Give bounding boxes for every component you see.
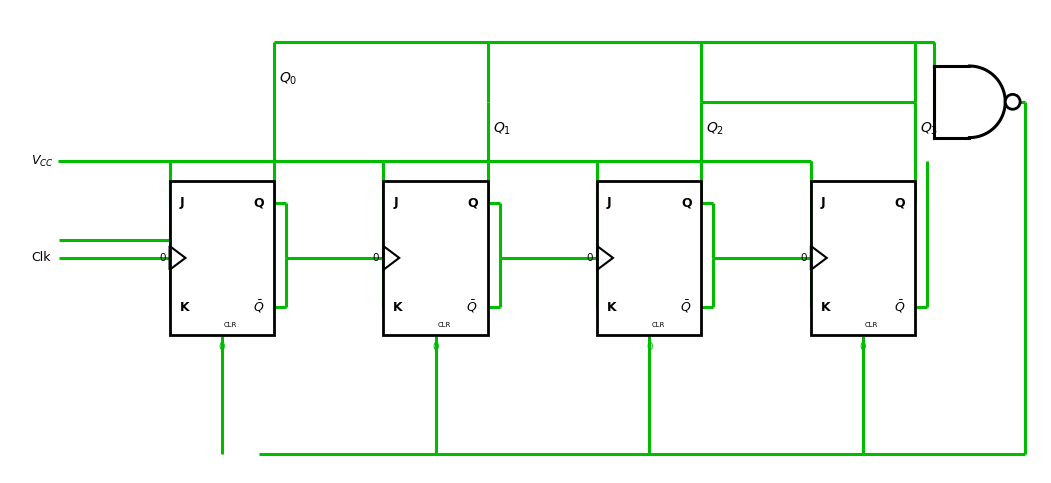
Text: $Q_2$: $Q_2$ — [706, 120, 724, 137]
Text: 0: 0 — [219, 342, 225, 352]
Text: 0: 0 — [646, 342, 653, 352]
Text: Q: Q — [467, 196, 478, 209]
Text: CLR: CLR — [652, 322, 664, 328]
Text: $Q_1$: $Q_1$ — [493, 120, 511, 137]
Text: 0: 0 — [801, 253, 807, 263]
Text: $Q_3$: $Q_3$ — [921, 120, 939, 137]
Text: $\bar{Q}$: $\bar{Q}$ — [680, 299, 692, 315]
Text: 0: 0 — [159, 253, 166, 263]
Text: $\bar{Q}$: $\bar{Q}$ — [467, 299, 478, 315]
Bar — [169, 181, 274, 335]
Bar — [597, 181, 701, 335]
Text: CLR: CLR — [865, 322, 879, 328]
Text: K: K — [393, 300, 403, 313]
Text: Clk: Clk — [30, 252, 50, 264]
Text: J: J — [393, 196, 398, 209]
Bar — [384, 181, 488, 335]
Text: J: J — [607, 196, 612, 209]
Text: Q: Q — [253, 196, 264, 209]
Text: $\bar{Q}$: $\bar{Q}$ — [894, 299, 905, 315]
Circle shape — [1005, 94, 1021, 109]
Text: 0: 0 — [586, 253, 593, 263]
Text: Q: Q — [894, 196, 905, 209]
Text: J: J — [821, 196, 825, 209]
Text: K: K — [607, 300, 617, 313]
Text: 0: 0 — [373, 253, 379, 263]
Text: K: K — [180, 300, 189, 313]
Text: K: K — [821, 300, 830, 313]
Bar — [811, 181, 915, 335]
Text: CLR: CLR — [437, 322, 451, 328]
Text: CLR: CLR — [224, 322, 238, 328]
Text: $V_{CC}$: $V_{CC}$ — [30, 154, 54, 169]
Text: $\bar{Q}$: $\bar{Q}$ — [252, 299, 264, 315]
Text: $Q_0$: $Q_0$ — [279, 71, 297, 87]
Text: J: J — [180, 196, 184, 209]
Text: Q: Q — [681, 196, 692, 209]
Text: 0: 0 — [860, 342, 866, 352]
Text: 0: 0 — [432, 342, 438, 352]
